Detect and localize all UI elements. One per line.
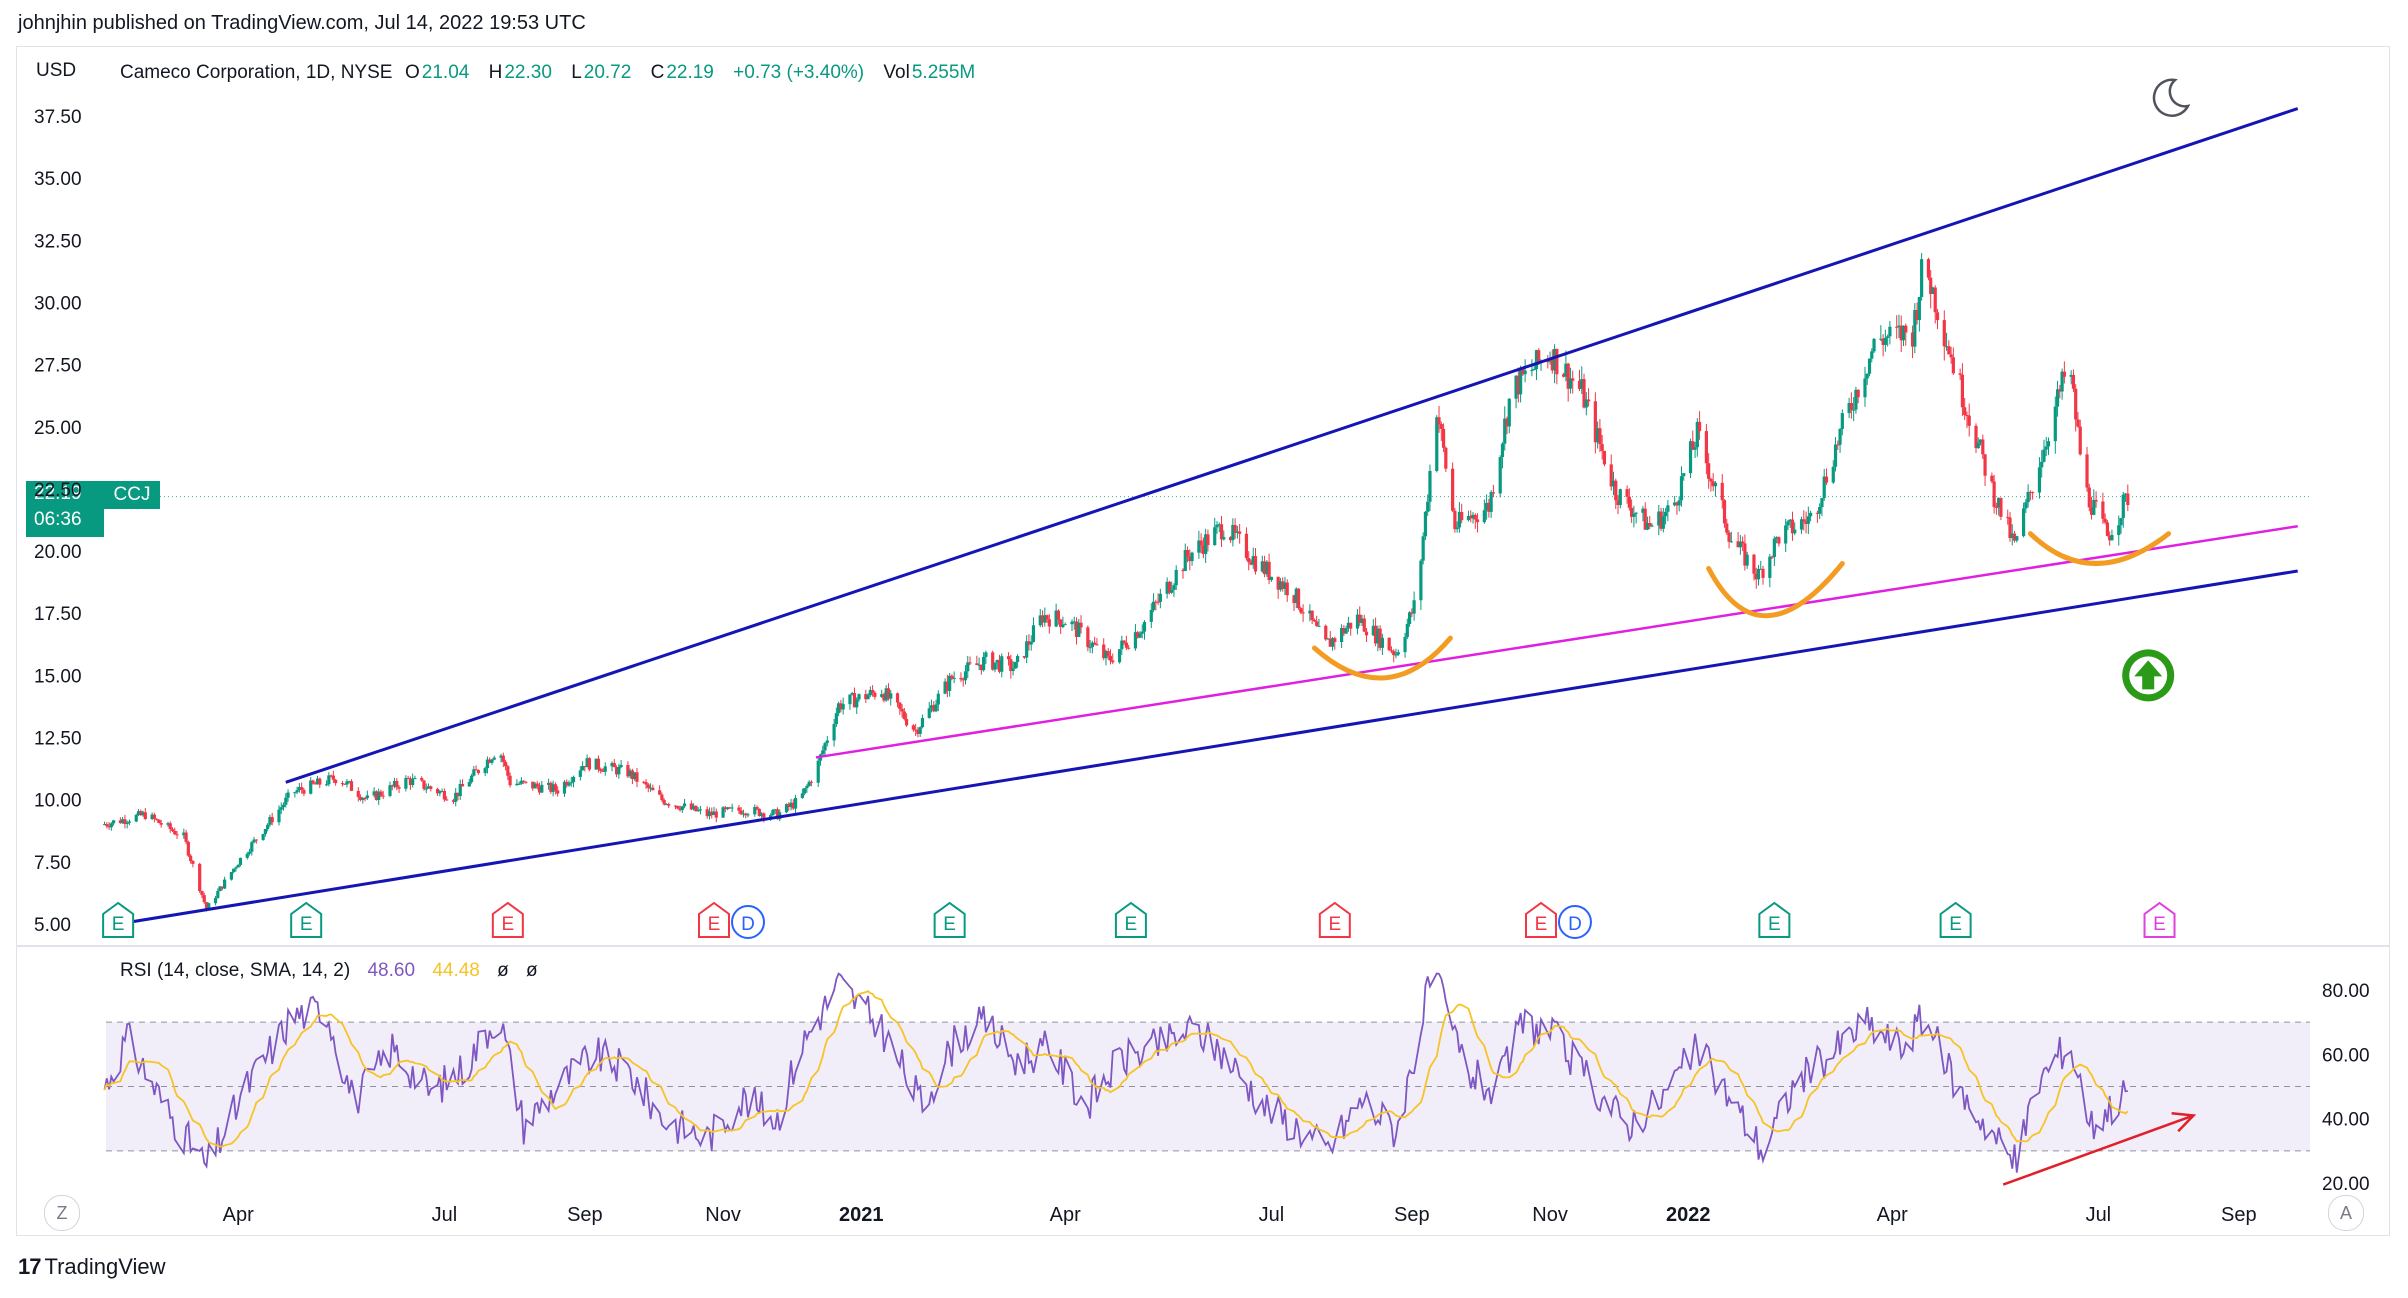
rsi-legend: RSI (14, close, SMA, 14, 2) 48.60 44.48 … — [120, 960, 550, 982]
low-value: 20.72 — [583, 62, 632, 83]
currency-label: USD — [36, 60, 77, 81]
close-label: C — [650, 62, 665, 83]
tradingview-logo-text: TradingView — [44, 1254, 166, 1279]
ticker-tag: CCJ — [104, 481, 160, 509]
chart-frame — [16, 46, 2390, 1236]
change-value: +0.73 (+3.40%) — [733, 62, 865, 83]
rsi-extra-2: ø — [526, 960, 538, 981]
rsi-label[interactable]: RSI (14, close, SMA, 14, 2) — [120, 960, 351, 981]
publisher-line: johnjhin published on TradingView.com, J… — [18, 12, 586, 34]
symbol-name[interactable]: Cameco Corporation, 1D, NYSE — [120, 62, 393, 83]
rsi-sma-value: 44.48 — [432, 960, 480, 981]
close-value: 22.19 — [666, 62, 714, 83]
last-price-value: 22.19 — [34, 483, 82, 504]
high-label: H — [488, 62, 503, 83]
open-value: 21.04 — [421, 62, 470, 83]
zoom-button[interactable]: Z — [44, 1195, 80, 1231]
vol-value: 5.255M — [911, 62, 976, 83]
open-label: O — [405, 62, 420, 83]
tradingview-logo[interactable]: 17 TradingView — [18, 1254, 166, 1280]
vol-label: Vol — [883, 62, 910, 83]
high-value: 22.30 — [504, 62, 552, 83]
last-price-tag: 22.19 06:36 — [26, 481, 104, 537]
moon-icon[interactable] — [2148, 76, 2192, 120]
low-label: L — [571, 62, 582, 83]
rsi-extra-1: ø — [497, 960, 509, 981]
tradingview-logo-mark: 17 — [18, 1254, 42, 1279]
auto-scale-button[interactable]: A — [2328, 1195, 2364, 1231]
symbol-legend: Cameco Corporation, 1D, NYSE O 21.04 H 22.… — [120, 62, 989, 84]
rsi-value: 48.60 — [367, 960, 416, 981]
bar-countdown: 06:36 — [34, 509, 82, 530]
